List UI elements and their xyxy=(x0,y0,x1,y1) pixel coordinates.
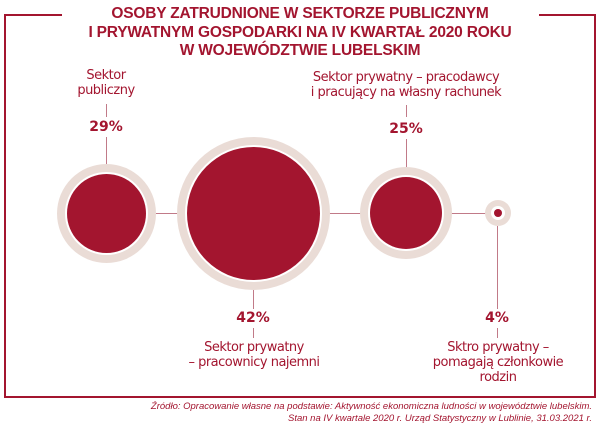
bubble-family-helpers xyxy=(494,209,502,217)
chart-title: OSOBY ZATRUDNIONE W SEKTORZE PUBLICZNYM … xyxy=(70,5,530,61)
chart-title-line-3: W WOJEWÓDZTWIE LUBELSKIM xyxy=(179,42,421,59)
frame-bottom xyxy=(4,396,596,398)
label-family-helpers: Sktro prywatny – pomagają członkowie rod… xyxy=(418,340,578,385)
leader-public-top xyxy=(106,104,107,117)
value-family-helpers: 4% xyxy=(485,310,509,326)
leader-employees-bottom xyxy=(253,328,254,338)
value-public-sector: 29% xyxy=(89,119,123,135)
source-line: Źródło: Opracowanie własne na podstawie:… xyxy=(150,401,592,412)
frame-top-right xyxy=(539,14,596,16)
value-private-employers: 25% xyxy=(389,121,423,137)
label-line: – pracownicy najemni xyxy=(188,355,320,370)
leader-employers-bottom xyxy=(406,139,407,167)
connector-1-2 xyxy=(156,213,181,214)
label-line: Sektor prywatny xyxy=(204,340,304,355)
chart-title-line-2: I PRYWATNYM GOSPODARKI NA IV KWARTAŁ 202… xyxy=(88,23,512,41)
leader-family-bottom xyxy=(497,328,498,338)
bubble-private-employees xyxy=(187,147,320,280)
source-line: Stan na IV kwartale 2020 r. Urząd Statys… xyxy=(288,413,592,424)
label-line: pomagają członkowie xyxy=(432,355,564,370)
leader-public-bottom xyxy=(106,137,107,164)
leader-employers-top xyxy=(406,105,407,117)
label-line: publiczny xyxy=(77,83,135,98)
label-public-sector: Sektor publiczny xyxy=(46,68,166,98)
leader-family-top xyxy=(497,226,498,309)
frame-top-left xyxy=(4,14,62,16)
chart-title-line-1: OSOBY ZATRUDNIONE W SEKTORZE PUBLICZNYM xyxy=(111,5,489,22)
value-private-employees: 42% xyxy=(236,310,270,326)
label-line: Sektor prywatny – pracodawcy xyxy=(312,70,500,85)
bubble-public-sector xyxy=(67,174,146,253)
frame-left xyxy=(4,14,6,398)
bubble-private-employers xyxy=(370,177,442,249)
label-private-employees: Sektor prywatny – pracownicy najemni xyxy=(174,340,334,370)
label-line: i pracujący na własny rachunek xyxy=(310,85,502,100)
connector-3-4 xyxy=(450,213,487,214)
leader-employees-top xyxy=(253,290,254,309)
label-line: Sktro prywatny – xyxy=(447,340,549,355)
source-note: Źródło: Opracowanie własne na podstawie:… xyxy=(151,401,592,425)
label-line: Sektor xyxy=(86,68,126,83)
frame-right xyxy=(594,14,596,398)
label-private-employers: Sektor prywatny – pracodawcy i pracujący… xyxy=(296,70,516,100)
label-line: rodzin xyxy=(479,370,517,385)
connector-2-3 xyxy=(328,213,362,214)
